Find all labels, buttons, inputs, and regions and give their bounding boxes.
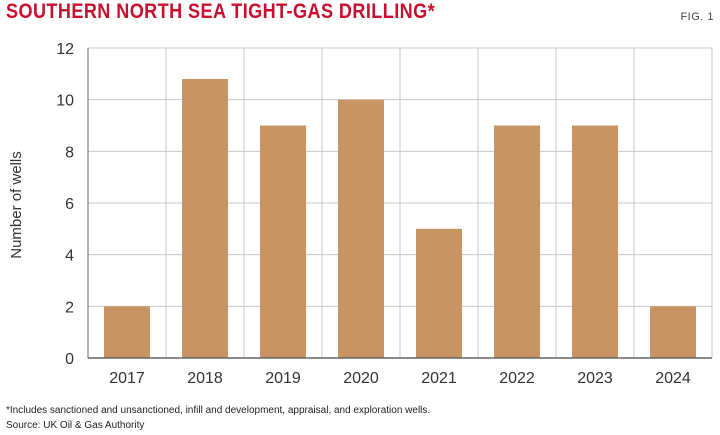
bar-2018 (182, 79, 228, 358)
y-tick-label: 8 (65, 144, 74, 161)
x-tick-label: 2019 (265, 370, 301, 387)
bar-2024 (650, 306, 696, 358)
y-axis-label: Number of wells (8, 151, 25, 259)
bar-2023 (572, 125, 618, 358)
y-tick-label: 10 (56, 93, 74, 110)
y-tick-label: 2 (65, 299, 74, 316)
x-tick-label: 2020 (343, 370, 379, 387)
bar-2022 (494, 125, 540, 358)
x-tick-label: 2018 (187, 370, 223, 387)
bar-2017 (104, 306, 150, 358)
bar-2021 (416, 228, 462, 358)
x-tick-label: 2017 (109, 370, 145, 387)
bar-chart: 0 2 4 6 8 10 12 2017 2018 2019 2020 2021 2022 2023 202… (8, 41, 713, 387)
bar-2020 (338, 99, 384, 359)
x-tick-label: 2021 (421, 370, 457, 387)
bar-2019 (260, 125, 306, 358)
y-tick-label: 4 (65, 248, 74, 265)
grid-layer (87, 47, 713, 359)
y-tick-label: 12 (56, 41, 74, 58)
x-tick-label: 2022 (499, 370, 535, 387)
footnote: *Includes sanctioned and unsanctioned, i… (6, 405, 431, 416)
source-note: Source: UK Oil & Gas Authority (6, 420, 145, 431)
y-tick-label: 0 (65, 351, 74, 368)
x-tick-label: 2024 (655, 370, 691, 387)
bar-layer (104, 79, 696, 359)
figure-label: FIG. 1 (680, 11, 714, 23)
x-tick-label: 2023 (577, 370, 613, 387)
y-tick-label: 6 (65, 196, 74, 213)
axis-layer: 0 2 4 6 8 10 12 2017 2018 2019 2020 2021 2022 2023 202… (56, 41, 712, 387)
chart-title: SOUTHERN NORTH SEA TIGHT-GAS DRILLING* (6, 0, 436, 23)
